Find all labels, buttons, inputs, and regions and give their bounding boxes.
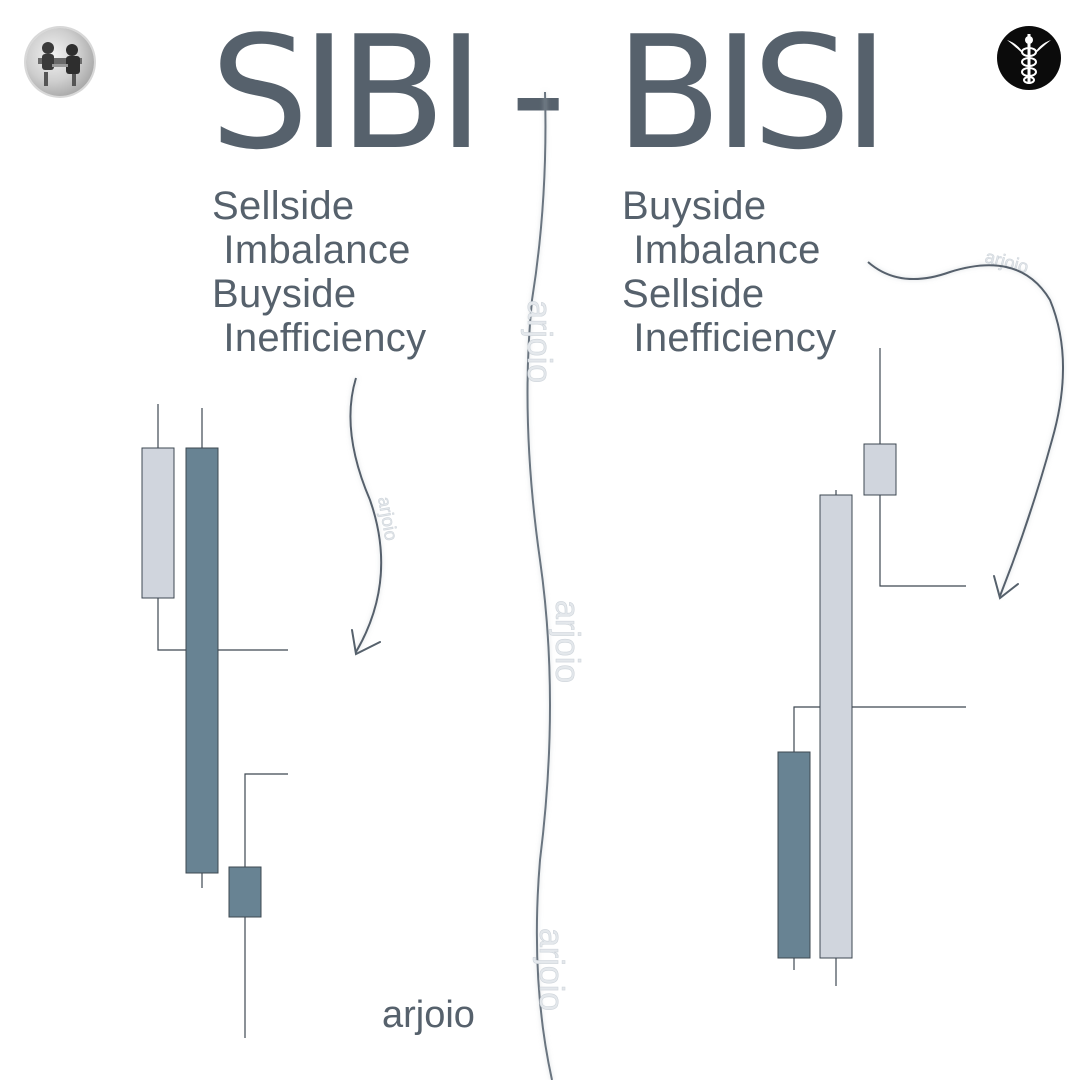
watermark-2: arjoio: [548, 600, 586, 683]
bisi-candle3-body: [863, 443, 897, 496]
sibi-candle3-high-level: [244, 773, 288, 867]
sibi-line-sellside: Sellside: [212, 184, 355, 228]
bisi-arrow: [867, 261, 1065, 600]
bisi-line-imbalance: Imbalance: [622, 228, 821, 272]
sibi-candles: [141, 404, 288, 1038]
sibi-candle2-body: [185, 447, 219, 874]
sibi-line-buyside: Buyside: [212, 272, 357, 316]
sibi-line-inefficiency: Inefficiency: [212, 316, 427, 360]
sibi-line-imbalance: Imbalance: [212, 228, 411, 272]
bisi-candle3-low-level: [879, 495, 966, 587]
caduceus-emblem-icon: [997, 26, 1061, 90]
sibi-candle3-body: [228, 866, 262, 918]
bisi-line-buyside: Buyside: [622, 184, 767, 228]
sibi-acronym: Sellside Imbalance Buyside Inefficiency: [212, 184, 426, 360]
bisi-line-sellside: Sellside: [622, 272, 765, 316]
title-sibi: SIBI: [210, 2, 484, 184]
bisi-acronym: Buyside Imbalance Sellside Inefficiency: [622, 184, 836, 360]
title-bisi: BISI: [615, 2, 889, 184]
sibi-arrow: [349, 377, 383, 656]
bisi-candle1-high-level: [793, 706, 966, 752]
watermark-1: arjoio: [520, 300, 558, 383]
bisi-candle1-body: [777, 751, 811, 959]
chess-players-photo-icon: [26, 28, 94, 96]
watermark-3: arjoio: [532, 928, 570, 1011]
bisi-candles: [777, 348, 966, 986]
bisi-line-inefficiency: Inefficiency: [622, 316, 837, 360]
title-separator: -: [510, 2, 566, 184]
sibi-candle1-body: [141, 447, 175, 599]
page-title: SIBI - BISI: [0, 8, 1080, 178]
sibi-candle1-low-level: [157, 598, 288, 651]
center-divider: [526, 91, 553, 1080]
bisi-candle2-body: [819, 494, 853, 959]
brand-signature: arjoio: [382, 994, 475, 1036]
